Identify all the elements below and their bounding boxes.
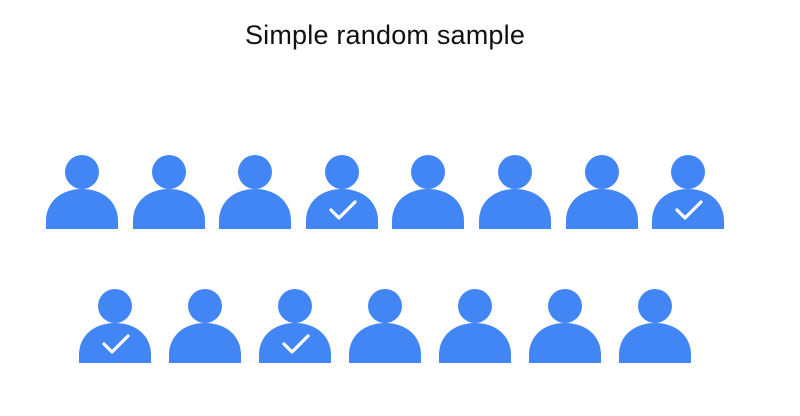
checkmark-icon	[329, 200, 357, 220]
person-head	[458, 289, 492, 323]
person-icon	[392, 155, 465, 229]
person-body	[79, 323, 151, 363]
person-body	[259, 323, 331, 363]
checkmark-icon	[675, 200, 703, 220]
person-icon-selected	[79, 289, 151, 363]
person-icon	[479, 155, 551, 229]
person-head	[638, 289, 672, 323]
person-icon	[46, 155, 118, 229]
checkmark-icon	[282, 334, 310, 354]
person-head	[671, 155, 706, 189]
person-icon-selected	[259, 289, 331, 363]
person-head	[238, 155, 273, 189]
person-head	[548, 289, 582, 323]
person-body	[305, 189, 378, 229]
person-body	[439, 323, 511, 363]
person-body	[46, 189, 118, 229]
person-body	[479, 189, 551, 229]
person-icon-selected	[305, 155, 378, 229]
person-body	[619, 323, 691, 363]
person-body	[529, 323, 601, 363]
person-body	[565, 189, 638, 229]
person-head	[411, 155, 446, 189]
person-body	[349, 323, 421, 363]
person-icon-selected	[652, 155, 725, 229]
person-head	[98, 289, 132, 323]
person-icon	[349, 289, 421, 363]
person-icon	[132, 155, 205, 229]
person-head	[584, 155, 619, 189]
person-body	[652, 189, 725, 229]
person-icon	[529, 289, 601, 363]
person-icon	[619, 289, 691, 363]
person-icon	[169, 289, 241, 363]
diagram-title: Simple random sample	[244, 20, 526, 50]
person-body	[169, 323, 241, 363]
person-icon	[439, 289, 511, 363]
person-head	[65, 155, 99, 189]
person-icon	[219, 155, 292, 229]
person-head	[151, 155, 186, 189]
person-head	[278, 289, 312, 323]
person-head	[498, 155, 532, 189]
person-head	[324, 155, 359, 189]
person-body	[132, 189, 205, 229]
checkmark-icon	[102, 334, 130, 354]
person-icon	[565, 155, 638, 229]
person-body	[219, 189, 292, 229]
person-head	[188, 289, 222, 323]
person-head	[368, 289, 402, 323]
person-body	[392, 189, 465, 229]
